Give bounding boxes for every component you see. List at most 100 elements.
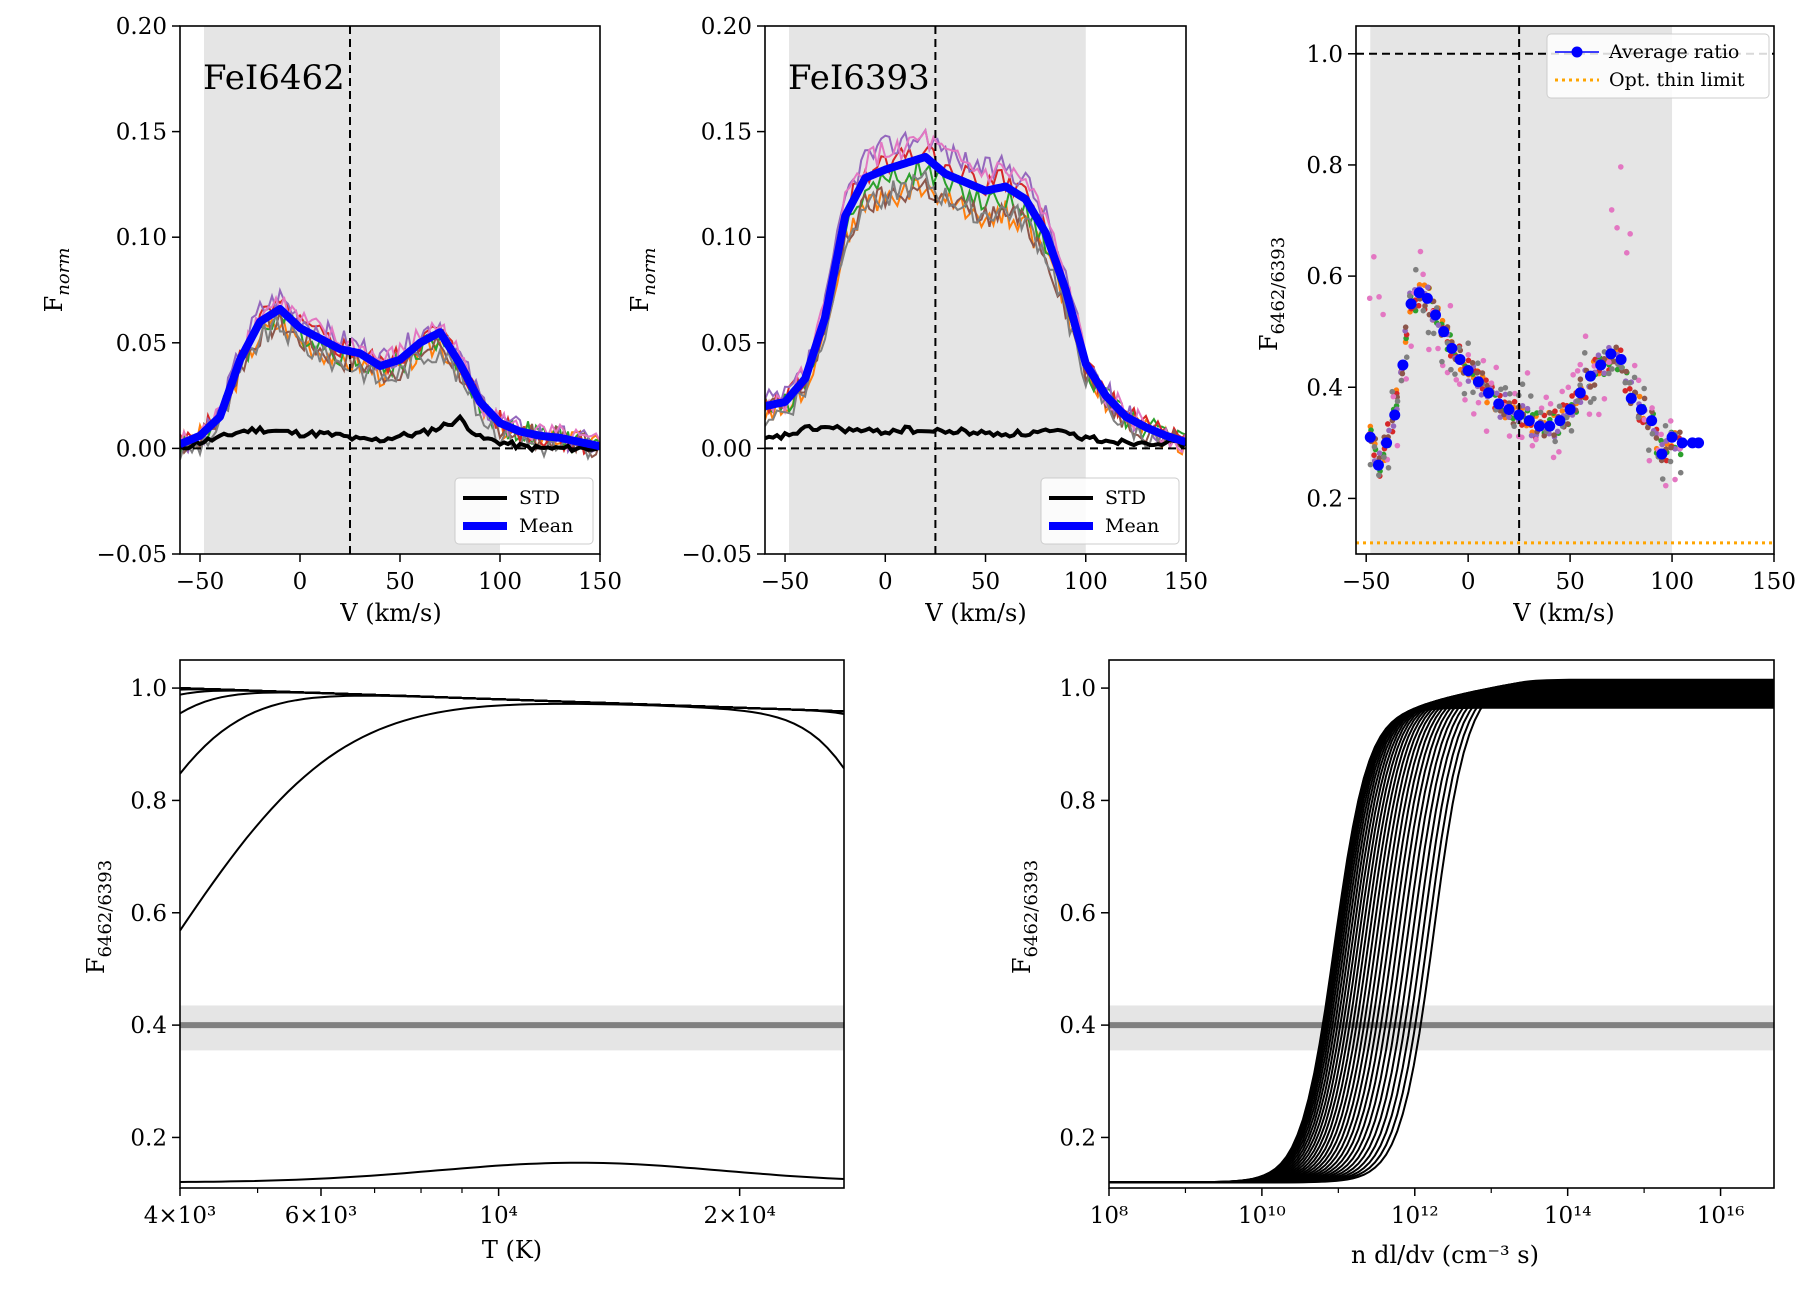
xtick-label: 150	[1164, 569, 1208, 595]
xtick-label: 10¹⁶	[1697, 1203, 1745, 1229]
model-curve	[1109, 693, 1774, 1184]
model-curve	[1109, 692, 1774, 1184]
model-curve	[1109, 679, 1774, 1184]
ratio-point	[1524, 405, 1531, 412]
ratio-point	[1475, 360, 1481, 367]
ratio-point	[1371, 253, 1377, 260]
ratio-point	[1488, 380, 1495, 386]
average-ratio-point	[1676, 437, 1688, 449]
ratio-point	[1483, 428, 1490, 434]
ratio-point	[1667, 458, 1674, 465]
xtick-label: 0	[293, 569, 308, 595]
panel-title-fei6393: FeI6393	[788, 58, 930, 98]
ratio-point	[1622, 379, 1629, 386]
xtick-label: 50	[971, 569, 1000, 595]
ytick-label: 0.2	[1059, 1125, 1096, 1151]
ratio-point	[1484, 382, 1490, 389]
model-curve	[1109, 695, 1774, 1184]
ratio-point	[1403, 354, 1410, 360]
xtick-label: 50	[385, 569, 414, 595]
ratio-point	[1659, 441, 1665, 448]
ratio-point	[1435, 345, 1441, 352]
ratio-point	[1394, 442, 1401, 449]
ratio-point	[1376, 294, 1382, 300]
shaded-velocity-range	[789, 26, 1086, 554]
xlabel-p4: T (K)	[482, 1236, 542, 1264]
ratio-point	[1381, 454, 1387, 460]
ratio-point	[1538, 405, 1545, 411]
ratio-point	[1498, 386, 1504, 393]
ratio-point	[1497, 408, 1504, 414]
ratio-point	[1465, 340, 1471, 347]
legend-swatch-marker	[1571, 46, 1583, 58]
xtick-label: 150	[578, 569, 622, 595]
ratio-point	[1506, 433, 1513, 439]
ratio-point	[1367, 461, 1374, 468]
panel-title-fei6462: FeI6462	[203, 58, 345, 98]
ratio-point	[1541, 412, 1548, 419]
panel-temperature-model: 0.2 0.4 0.6 0.8 1.0 4×10³ 6×10³ 10⁴ 2×10⁴	[130, 659, 845, 1229]
ratio-point	[1528, 432, 1535, 439]
ratio-point	[1617, 347, 1624, 354]
xlabel-p5: n dl/dv (cm⁻³ s)	[1351, 1241, 1539, 1269]
ratio-point	[1591, 395, 1597, 402]
average-ratio-point	[1389, 409, 1401, 421]
std-line	[765, 423, 1186, 450]
ratio-point	[1606, 359, 1612, 366]
ratio-point	[1577, 376, 1584, 383]
ratio-point	[1470, 389, 1476, 396]
ytick-label: 0.6	[1306, 264, 1343, 290]
ratio-point	[1564, 421, 1571, 427]
ratio-point	[1662, 422, 1669, 429]
ratio-point	[1547, 410, 1553, 416]
axes-frame	[764, 25, 1187, 555]
xtick-label: 6×10³	[285, 1203, 357, 1229]
ratio-point	[1581, 350, 1588, 356]
average-ratio-point	[1646, 415, 1658, 427]
ratio-point	[1399, 370, 1406, 377]
ratio-point	[1613, 344, 1619, 351]
ratio-point	[1433, 305, 1440, 311]
legend-label: Mean	[519, 515, 573, 537]
ratio-point	[1507, 390, 1513, 397]
ratio-point	[1447, 353, 1454, 359]
xtick-label: 10¹⁴	[1544, 1203, 1592, 1229]
ratio-point	[1583, 395, 1589, 401]
ratio-point	[1453, 376, 1460, 383]
ratio-point	[1631, 362, 1638, 369]
model-curve	[1109, 696, 1774, 1184]
average-ratio-point	[1364, 431, 1376, 443]
ratio-point	[1668, 444, 1674, 451]
ytick-label: 0.10	[116, 225, 167, 251]
ratio-point	[1574, 368, 1581, 374]
ratio-point	[1667, 418, 1674, 424]
ratio-point	[1596, 411, 1602, 418]
xtick-label: 100	[1064, 569, 1108, 595]
ratio-point	[1426, 346, 1432, 353]
xtick-label: 150	[1752, 569, 1796, 595]
ratio-point	[1439, 358, 1445, 365]
ratio-point	[1452, 371, 1458, 377]
ratio-point	[1577, 382, 1583, 388]
ratio-point	[1662, 482, 1669, 489]
ratio-point	[1627, 231, 1633, 237]
ratio-point	[1617, 164, 1624, 170]
average-ratio-point	[1513, 409, 1525, 421]
ratio-point	[1623, 250, 1630, 256]
average-ratio-point	[1534, 420, 1546, 432]
ratio-point	[1519, 381, 1526, 388]
ratio-point	[1380, 311, 1386, 318]
ratio-point	[1398, 377, 1405, 384]
model-curve	[180, 694, 844, 775]
ratio-point	[1636, 393, 1643, 400]
ratio-point	[1609, 366, 1615, 372]
ratio-point	[1641, 416, 1648, 423]
ratio-point	[1591, 382, 1598, 388]
ratio-point	[1447, 302, 1454, 309]
legend-box	[1546, 33, 1770, 99]
ratio-point	[1469, 359, 1476, 366]
model-curve	[1109, 690, 1774, 1184]
legend-label: Opt. thin limit	[1609, 69, 1745, 91]
ratio-point	[1524, 370, 1531, 376]
